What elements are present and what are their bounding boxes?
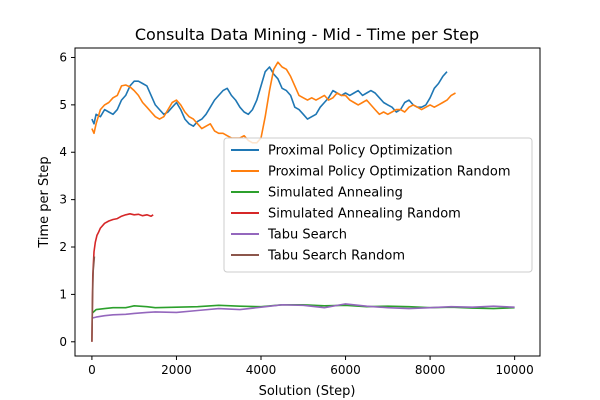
plot-frame xyxy=(74,47,541,357)
y-axis-label: Time per Step xyxy=(37,156,52,248)
x-tick-label: 4000 xyxy=(246,363,277,377)
legend-label: Simulated Annealing xyxy=(268,186,403,201)
series-line-5 xyxy=(91,256,96,342)
legend-label: Proximal Policy Optimization Random xyxy=(268,165,511,180)
x-axis-ticks: 0 2000 4000 6000 8000 10000 xyxy=(88,356,534,377)
legend-label: Tabu Search Random xyxy=(267,249,405,264)
y-axis-ticks: 0 1 2 3 4 5 6 xyxy=(59,50,75,349)
y-tick-label: 5 xyxy=(59,98,67,112)
legend: Proximal Policy Optimization Proximal Pol… xyxy=(223,137,533,273)
series-line-1 xyxy=(91,61,456,144)
legend-box xyxy=(223,137,533,273)
series-layer xyxy=(91,61,515,342)
series-line-3 xyxy=(91,213,154,342)
y-tick-label: 1 xyxy=(59,287,67,301)
x-tick-label: 8000 xyxy=(415,363,446,377)
series-line-0 xyxy=(91,66,448,127)
series-line-4 xyxy=(91,303,515,319)
y-tick-label: 6 xyxy=(59,50,67,64)
y-tick-label: 4 xyxy=(59,145,67,159)
legend-label: Tabu Search xyxy=(267,228,347,243)
x-tick-label: 6000 xyxy=(330,363,361,377)
x-axis-label: Solution (Step) xyxy=(259,384,356,399)
x-tick-label: 2000 xyxy=(161,363,192,377)
y-tick-label: 0 xyxy=(59,335,67,349)
y-tick-label: 3 xyxy=(59,193,67,207)
y-tick-label: 2 xyxy=(59,240,67,254)
legend-label: Simulated Annealing Random xyxy=(268,207,461,222)
legend-label: Proximal Policy Optimization xyxy=(268,144,453,159)
chart-title: Consulta Data Mining - Mid - Time per St… xyxy=(135,25,479,44)
x-tick-label: 10000 xyxy=(496,363,534,377)
x-tick-label: 0 xyxy=(88,363,96,377)
